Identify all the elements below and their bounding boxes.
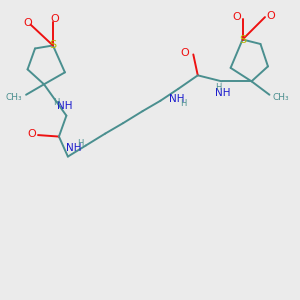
Text: H: H <box>215 83 222 92</box>
Text: O: O <box>232 12 241 22</box>
Text: H: H <box>76 139 83 148</box>
Text: S: S <box>239 34 246 44</box>
Text: NH: NH <box>169 94 184 104</box>
Text: O: O <box>50 14 59 24</box>
Text: H: H <box>180 99 186 108</box>
Text: O: O <box>267 11 275 21</box>
Text: O: O <box>28 129 36 139</box>
Text: H: H <box>53 98 59 107</box>
Text: CH₃: CH₃ <box>6 93 22 102</box>
Text: O: O <box>23 18 32 28</box>
Text: S: S <box>50 40 56 50</box>
Text: NH: NH <box>57 101 73 111</box>
Text: NH: NH <box>215 88 231 98</box>
Text: CH₃: CH₃ <box>272 93 289 102</box>
Text: O: O <box>180 48 189 58</box>
Text: NH: NH <box>66 143 82 153</box>
